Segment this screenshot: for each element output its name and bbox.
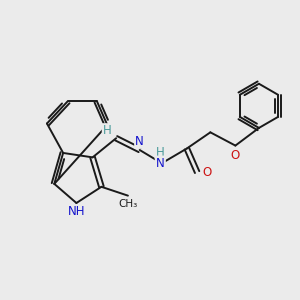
Text: O: O: [231, 149, 240, 162]
Text: CH₃: CH₃: [118, 200, 137, 209]
Text: N: N: [135, 135, 144, 148]
Text: O: O: [203, 166, 212, 178]
Text: N: N: [156, 157, 165, 170]
Text: H: H: [103, 124, 112, 137]
Text: NH: NH: [68, 205, 85, 218]
Text: H: H: [156, 146, 165, 159]
